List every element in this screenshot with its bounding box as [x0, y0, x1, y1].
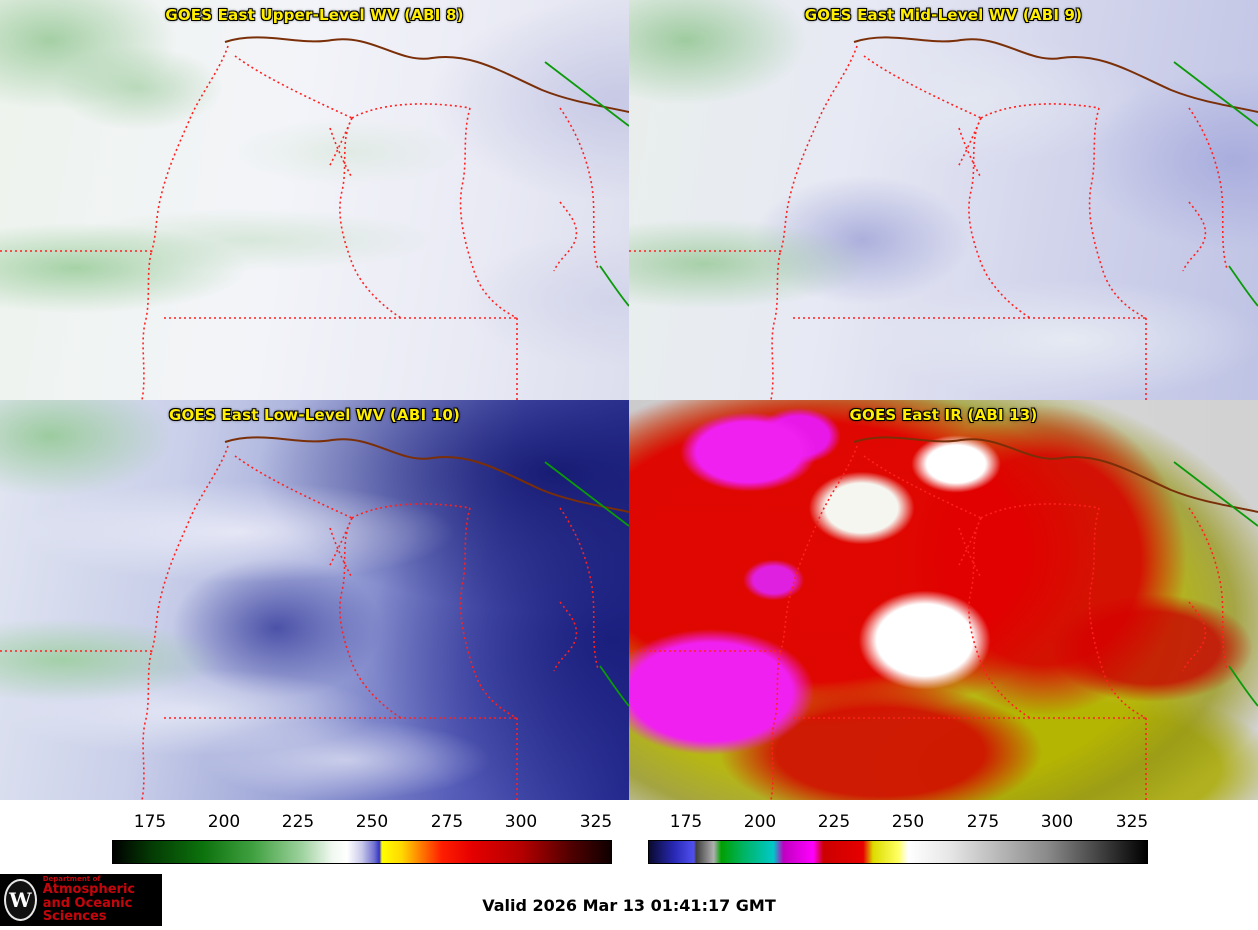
tick-label: 300 — [1040, 812, 1074, 832]
ir-colorbar — [648, 840, 1148, 864]
logo-line-atmospheric: Atmospheric — [42, 882, 136, 898]
tick-label: 250 — [355, 812, 389, 832]
uw-crest-icon: W — [4, 879, 37, 921]
valid-time: Valid 2026 Mar 13 01:41:17 GMT — [482, 896, 776, 915]
uw-aos-logo: W Department of Atmospheric and Oceanic … — [0, 874, 162, 926]
tick-label: 325 — [579, 812, 613, 832]
logo-dept-line: Department of — [42, 874, 101, 883]
panel-low-level-wv: GOES East Low-Level WV (ABI 10) — [0, 400, 629, 800]
panel-title-abi8: GOES East Upper-Level WV (ABI 8) — [165, 6, 464, 24]
logo-line-oceanic: and Oceanic Sciences — [42, 895, 133, 925]
panel-title-abi13: GOES East IR (ABI 13) — [849, 406, 1038, 424]
panel-ir: GOES East IR (ABI 13) — [629, 400, 1258, 800]
panel-mid-level-wv: GOES East Mid-Level WV (ABI 9) — [629, 0, 1258, 400]
tick-label: 175 — [669, 812, 703, 832]
panel-upper-level-wv: GOES East Upper-Level WV (ABI 8) — [0, 0, 629, 400]
logo-text: Department of Atmospheric and Oceanic Sc… — [42, 874, 162, 925]
tick-label: 250 — [891, 812, 925, 832]
tick-label: 200 — [207, 812, 241, 832]
state-boundaries-overlay — [0, 36, 629, 400]
ir-colorbar-block: 175 200 225 250 275 300 325 — [648, 812, 1148, 864]
state-boundaries-overlay — [629, 36, 1258, 400]
colorbar-section: 175 200 225 250 275 300 325 175 200 225 … — [0, 800, 1258, 868]
ir-colorbar-ticks: 175 200 225 250 275 300 325 — [648, 812, 1148, 836]
wv-colorbar — [112, 840, 612, 864]
panel-title-abi10: GOES East Low-Level WV (ABI 10) — [168, 406, 461, 424]
tick-label: 200 — [743, 812, 777, 832]
state-boundaries-overlay — [629, 436, 1258, 800]
tick-label: 175 — [133, 812, 167, 832]
wv-colorbar-block: 175 200 225 250 275 300 325 — [112, 812, 612, 864]
tick-label: 300 — [504, 812, 538, 832]
tick-label: 275 — [430, 812, 464, 832]
imagery-grid: GOES East Upper-Level WV (ABI 8) GOES Ea… — [0, 0, 1258, 800]
wv-colorbar-ticks: 175 200 225 250 275 300 325 — [112, 812, 612, 836]
tick-label: 275 — [966, 812, 1000, 832]
footer: W Department of Atmospheric and Oceanic … — [0, 868, 1258, 930]
tick-label: 325 — [1115, 812, 1149, 832]
tick-label: 225 — [281, 812, 315, 832]
panel-title-abi9: GOES East Mid-Level WV (ABI 9) — [804, 6, 1083, 24]
state-boundaries-overlay — [0, 436, 629, 800]
crest-letter: W — [9, 888, 32, 912]
tick-label: 225 — [817, 812, 851, 832]
